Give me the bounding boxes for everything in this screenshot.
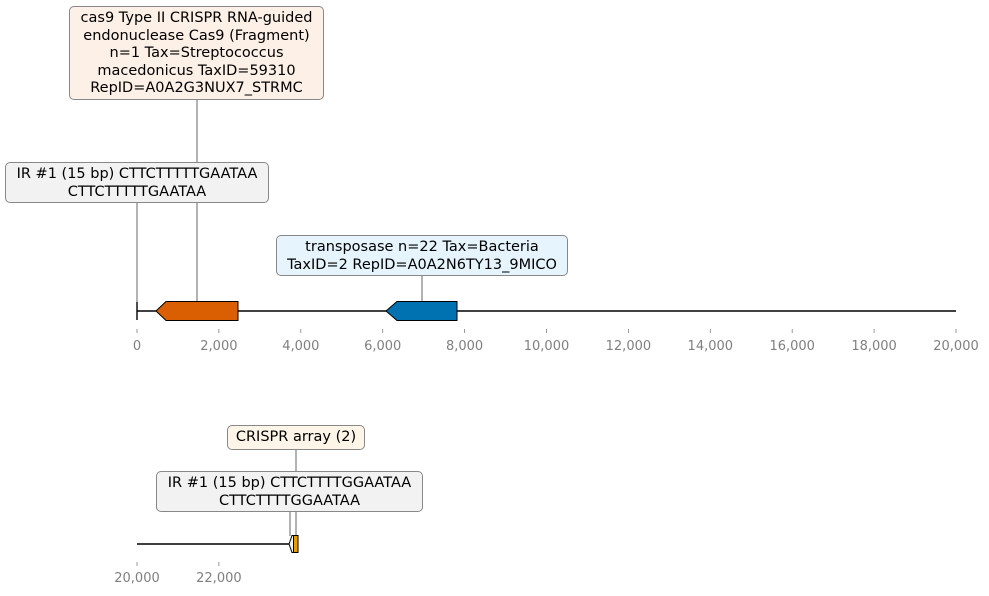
tick-label: 18,000 <box>851 339 897 354</box>
tick-label: 2,000 <box>200 339 237 354</box>
track-1: 0 2,000 4,000 6,000 8,000 10,000 12,000 14,000 1… <box>133 301 979 354</box>
tick-label: 20,000 <box>114 571 160 586</box>
crispr-array-feature <box>293 535 299 553</box>
track-1-ticks: 0 2,000 4,000 6,000 8,000 10,000 12,000 14,000 1… <box>133 329 979 354</box>
tick-label: 12,000 <box>606 339 652 354</box>
transposase-gene-arrow <box>385 301 458 321</box>
tick-label: 6,000 <box>364 339 401 354</box>
transposase-label: transposase n=22 Tax=Bacteria TaxID=2 Re… <box>276 235 568 276</box>
tick-label: 16,000 <box>769 339 815 354</box>
tick-label: 10,000 <box>524 339 570 354</box>
tick-label: 8,000 <box>446 339 483 354</box>
track-2: 20,000 22,000 <box>114 535 299 586</box>
tick-label: 14,000 <box>688 339 734 354</box>
tick-label: 0 <box>133 339 141 354</box>
cas9-gene-arrow <box>155 301 239 321</box>
crispr-array-label: CRISPR array (2) <box>227 425 365 450</box>
cas9-label: cas9 Type II CRISPR RNA-guided endonucle… <box>69 6 324 100</box>
tick-label: 4,000 <box>282 339 319 354</box>
ir1-bottom-label: IR #1 (15 bp) CTTCTTTTGGAATAA CTTCTTTTGG… <box>156 471 423 512</box>
tick-label: 20,000 <box>933 339 979 354</box>
track-2-ticks: 20,000 22,000 <box>114 562 242 586</box>
tick-label: 22,000 <box>196 571 242 586</box>
ir1-bottom-feature <box>288 535 294 553</box>
ir1-top-label: IR #1 (15 bp) CTTCTTTTTGAATAA CTTCTTTTTG… <box>5 162 269 203</box>
